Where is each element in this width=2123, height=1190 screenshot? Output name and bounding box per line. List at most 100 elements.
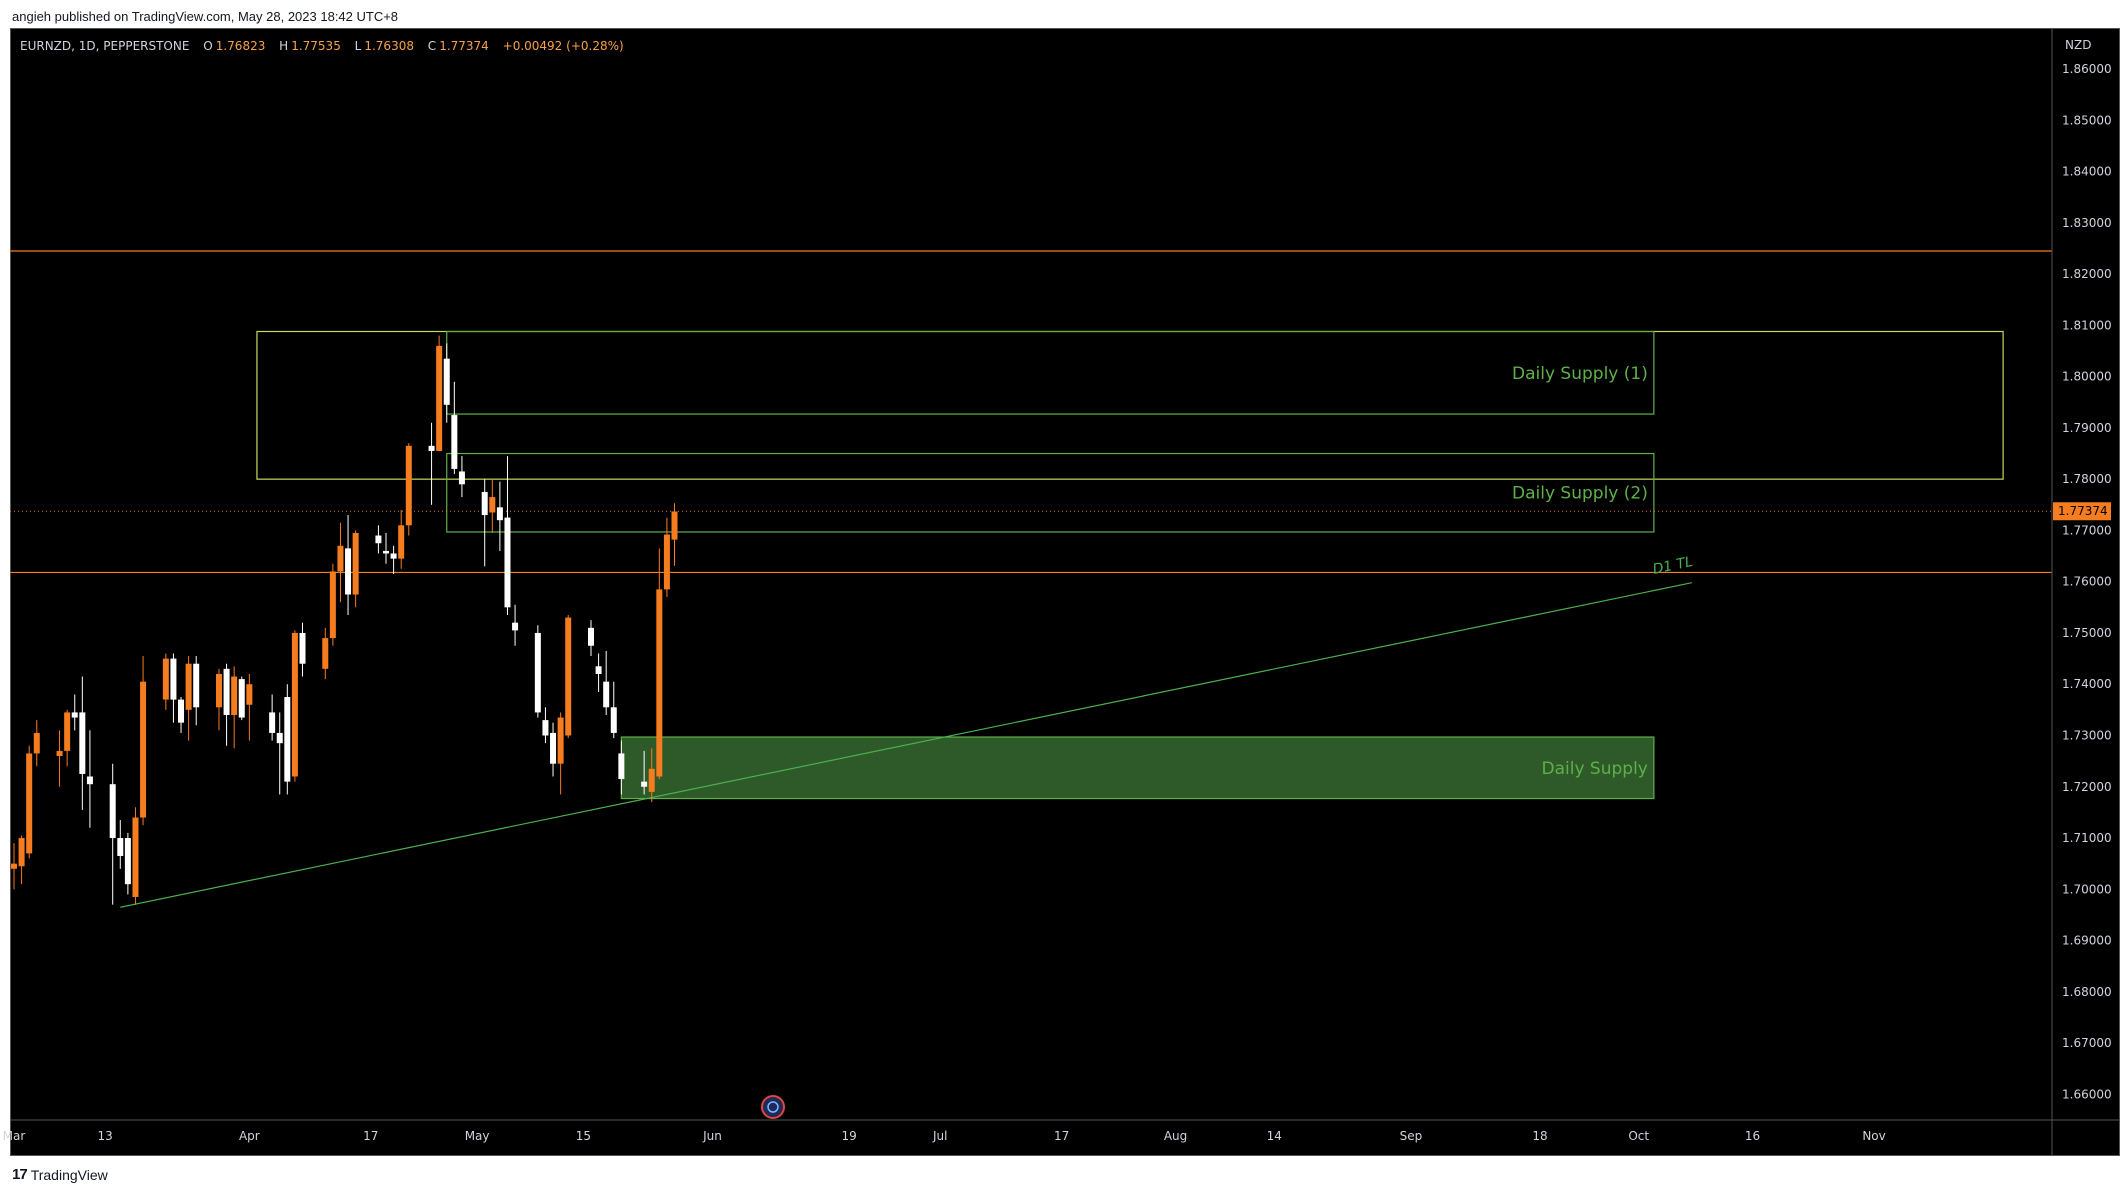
price-tick-label: 1.85000 xyxy=(2062,113,2112,127)
candle-body xyxy=(663,534,670,590)
time-tick-label: Sep xyxy=(1400,1129,1423,1143)
price-tick-label: 1.68000 xyxy=(2062,985,2112,999)
candle-body xyxy=(140,681,147,818)
time-tick-label: Jul xyxy=(932,1129,947,1143)
candle-body xyxy=(671,511,678,540)
candle-body xyxy=(26,753,33,854)
price-tick-label: 1.71000 xyxy=(2062,831,2112,845)
candle-body xyxy=(428,445,435,451)
candle-body xyxy=(390,553,397,559)
tradingview-mark-icon: 17 xyxy=(12,1166,28,1183)
candle-body xyxy=(291,632,298,777)
time-tick-label: Oct xyxy=(1628,1129,1649,1143)
candle-body xyxy=(223,668,230,715)
candle-body xyxy=(550,732,557,764)
candle-body xyxy=(329,571,336,639)
candle-body xyxy=(481,491,488,516)
candle-body xyxy=(322,638,329,669)
candle-body xyxy=(79,712,86,774)
price-tick-label: 1.66000 xyxy=(2062,1087,2112,1101)
close-label: C xyxy=(428,39,436,53)
candle-body xyxy=(109,784,116,839)
time-tick-label: Apr xyxy=(239,1129,260,1143)
trendline xyxy=(120,582,1692,908)
candle-body xyxy=(512,622,519,631)
footer-bar: 17 TradingView xyxy=(0,1156,2123,1190)
candle-body xyxy=(299,632,306,664)
snapshot-icon[interactable] xyxy=(761,1095,785,1119)
chart-area[interactable] xyxy=(10,28,2120,1156)
candle-body xyxy=(284,697,291,782)
time-tick-label: 17 xyxy=(1054,1129,1069,1143)
candle-body xyxy=(383,550,390,554)
price-tick-label: 1.76000 xyxy=(2062,575,2112,589)
price-tick-label: 1.77000 xyxy=(2062,523,2112,537)
candle-body xyxy=(565,617,572,736)
time-tick-label: May xyxy=(465,1129,490,1143)
candle-body xyxy=(375,535,382,544)
last-price-badge xyxy=(2053,502,2111,521)
lines-layer: D1 TL xyxy=(10,250,2052,908)
price-tick-label: 1.83000 xyxy=(2062,216,2112,230)
high-label: H xyxy=(279,39,288,53)
candle-body xyxy=(610,707,617,733)
candle-body xyxy=(557,717,564,764)
zone-label: Daily Supply (1) xyxy=(1512,364,1648,384)
zones-layer: Daily Supply (1) Daily Supply (2) Daily Su… xyxy=(256,330,2004,800)
candle-body xyxy=(458,471,465,485)
price-tick-label: 1.79000 xyxy=(2062,421,2112,435)
time-tick-label: 13 xyxy=(97,1129,112,1143)
price-tick-label: 1.75000 xyxy=(2062,626,2112,640)
candle-body xyxy=(238,679,245,718)
ohlc-legend: EURNZD, 1D, PEPPERSTONE O 1.76823 H 1.7753… xyxy=(20,39,624,53)
candle-body xyxy=(603,681,610,708)
axes-layer: 1.86000 1.85000 1.84000 1.83000 1.82000 1.810… xyxy=(3,28,2120,1156)
candle-body xyxy=(185,663,192,710)
candle-body xyxy=(18,838,25,867)
time-tick-label: 19 xyxy=(841,1129,856,1143)
candle-body xyxy=(337,545,344,572)
time-tick-label: Nov xyxy=(1862,1129,1885,1143)
price-tick-label: 1.81000 xyxy=(2062,318,2112,332)
candle-body xyxy=(587,627,594,646)
candle-body xyxy=(276,732,283,744)
published-text: angieh published on TradingView.com, May… xyxy=(12,9,399,24)
candle-body xyxy=(86,776,93,785)
low-value: 1.76308 xyxy=(364,39,414,53)
time-tick-label: 14 xyxy=(1267,1129,1282,1143)
currency-label: NZD xyxy=(2065,38,2091,52)
candle-body xyxy=(443,358,450,405)
price-tick-label: 1.72000 xyxy=(2062,780,2112,794)
low-label: L xyxy=(355,39,362,53)
candle-body xyxy=(405,445,412,526)
candle-body xyxy=(162,658,169,700)
price-tick-label: 1.86000 xyxy=(2062,62,2112,76)
candle-body xyxy=(3,850,10,872)
candle-body xyxy=(71,712,78,718)
price-tick-label: 1.78000 xyxy=(2062,472,2112,486)
zone-outer xyxy=(256,330,2004,480)
candle-body xyxy=(352,532,359,595)
price-tick-label: 1.82000 xyxy=(2062,267,2112,281)
candle-body xyxy=(124,838,131,885)
time-tick-label: 15 xyxy=(576,1129,591,1143)
candle-body xyxy=(117,838,124,856)
price-tick-label: 1.80000 xyxy=(2062,370,2112,384)
zone-daily-supply-2 xyxy=(446,452,1655,533)
publish-header: angieh published on TradingView.com, May… xyxy=(0,0,2123,28)
trendline-label: D1 TL xyxy=(1651,554,1694,578)
last-price-label: 1.77374 xyxy=(2058,504,2108,518)
candle-body xyxy=(215,673,222,708)
candle-body xyxy=(489,497,496,513)
high-value: 1.77535 xyxy=(291,39,341,53)
tradingview-logo[interactable]: 17 TradingView xyxy=(12,1166,108,1183)
candle-body xyxy=(246,684,253,705)
candle-body xyxy=(504,517,511,608)
candle-body xyxy=(641,781,648,787)
price-tick-label: 1.70000 xyxy=(2062,882,2112,896)
candles-layer xyxy=(0,335,678,905)
candle-body xyxy=(0,820,2,851)
candle-body xyxy=(170,658,177,700)
time-tick-label: Mar xyxy=(3,1129,26,1143)
